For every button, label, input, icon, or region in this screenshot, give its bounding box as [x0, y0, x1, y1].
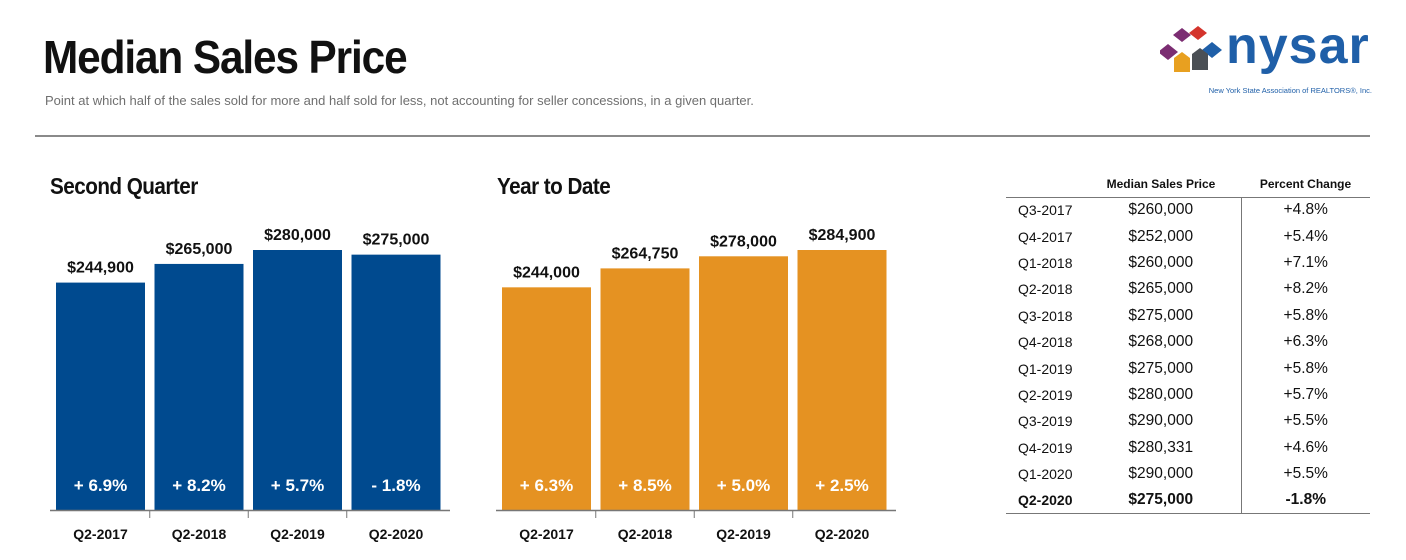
- x-tick-label: Q2-2018: [618, 526, 673, 542]
- bar-change-label: - 1.8%: [371, 476, 420, 495]
- table-cell-period: Q1-2018: [1018, 254, 1073, 271]
- table-cell-change: +5.5%: [1283, 465, 1328, 483]
- chart-title-second-quarter: Second Quarter: [50, 173, 198, 199]
- quarterly-table-container: Median Sales Price Percent Change Q3-201…: [1006, 173, 1370, 515]
- quarterly-table: Median Sales Price Percent Change Q3-201…: [1006, 173, 1370, 515]
- bar-q2-2019: [253, 250, 342, 510]
- table-row: Q3-2019 $290,000 +5.5%: [1006, 408, 1370, 435]
- bar-value-label: $265,000: [166, 241, 233, 258]
- table-header-change: Percent Change: [1241, 173, 1370, 198]
- x-tick-label: Q2-2018: [172, 526, 227, 542]
- table-cell-period: Q3-2017: [1018, 202, 1073, 219]
- table-row: Q4-2017 $252,000 +5.4%: [1006, 223, 1370, 250]
- table-cell-price: $260,000: [1081, 249, 1242, 277]
- table-cell-price: $280,000: [1081, 381, 1242, 409]
- table-cell-period: Q4-2017: [1018, 228, 1073, 245]
- table-cell-change: +5.7%: [1283, 385, 1328, 403]
- table-cell-price: $275,000: [1081, 487, 1242, 515]
- x-tick-label: Q2-2017: [519, 526, 574, 542]
- table-cell-change: +4.6%: [1283, 438, 1328, 456]
- table-cell-change: +8.2%: [1283, 280, 1328, 298]
- table-cell-price: $275,000: [1081, 302, 1242, 329]
- table-row: Q2-2020 $275,000 -1.8%: [1006, 487, 1370, 515]
- table-cell-price: $265,000: [1081, 276, 1242, 303]
- table-cell-price: $268,000: [1081, 328, 1242, 356]
- bar-value-label: $278,000: [710, 233, 777, 250]
- table-cell-period: Q2-2019: [1018, 386, 1073, 403]
- table-cell-price: $290,000: [1081, 408, 1242, 435]
- table-header-period: [1006, 173, 1081, 198]
- bar-value-label: $280,000: [264, 227, 331, 244]
- logo-tagline: New York State Association of REALTORS®,…: [1208, 86, 1372, 95]
- table-row: Q1-2020 $290,000 +5.5%: [1006, 460, 1370, 488]
- table-cell-change: +7.1%: [1283, 253, 1328, 271]
- x-tick-label: Q2-2017: [73, 526, 128, 542]
- table-cell-period: Q1-2019: [1018, 360, 1073, 377]
- table-row: Q3-2017 $260,000 +4.8%: [1006, 197, 1370, 224]
- table-cell-period: Q3-2018: [1018, 307, 1073, 324]
- table-cell-price: $280,331: [1081, 434, 1242, 461]
- bar-q2-2019: [699, 256, 788, 510]
- bar-value-label: $244,000: [513, 264, 580, 281]
- bar-change-label: + 6.9%: [74, 476, 127, 495]
- bar-q2-2020: [797, 250, 887, 510]
- table-cell-change: -1.8%: [1241, 487, 1370, 515]
- header-divider: [35, 135, 1370, 137]
- table-row: Q4-2018 $268,000 +6.3%: [1006, 328, 1370, 356]
- table-cell-period: Q4-2019: [1018, 439, 1073, 456]
- logo-wordmark: nysar: [1226, 17, 1370, 75]
- table-cell-change: +5.4%: [1283, 227, 1328, 245]
- bar-value-label: $284,900: [809, 227, 876, 244]
- table-cell-change: +5.8%: [1283, 306, 1328, 324]
- bar-value-label: $244,900: [67, 260, 134, 277]
- bar-value-label: $275,000: [363, 232, 430, 249]
- table-cell-price: $260,000: [1081, 197, 1242, 224]
- bar-change-label: + 6.3%: [520, 476, 573, 495]
- bar-change-label: + 5.0%: [717, 476, 770, 495]
- nysar-logo: nysar New York State Association of REAL…: [1160, 17, 1375, 99]
- table-row: Q1-2018 $260,000 +7.1%: [1006, 249, 1370, 277]
- bar-change-label: + 8.2%: [172, 476, 225, 495]
- second-quarter-chart: $244,900 + 6.9% Q2-2017 $265,000 + 8.2% Q2-20…: [50, 227, 450, 542]
- bar-change-label: + 5.7%: [271, 476, 324, 495]
- table-cell-period: Q4-2018: [1018, 334, 1073, 351]
- bar-value-label: $264,750: [612, 245, 679, 262]
- table-header-row: Median Sales Price Percent Change: [1006, 173, 1370, 198]
- table-row: Q1-2019 $275,000 +5.8%: [1006, 355, 1370, 382]
- bar-q2-2018: [154, 263, 244, 510]
- table-header-price: Median Sales Price: [1081, 173, 1241, 198]
- x-tick-label: Q2-2020: [369, 526, 424, 542]
- bar-q2-2020: [351, 254, 441, 510]
- table-body: Q3-2017 $260,000 +4.8% Q4-2017 $252,000 +5.4%…: [1006, 197, 1370, 515]
- year-to-date-chart: $244,000 + 6.3% Q2-2017 $264,750 + 8.5% Q2-20…: [496, 227, 896, 542]
- table-row: Q3-2018 $275,000 +5.8%: [1006, 302, 1370, 329]
- table-cell-period: Q2-2018: [1018, 281, 1073, 298]
- chart-title-year-to-date: Year to Date: [497, 173, 611, 199]
- table-cell-price: $290,000: [1081, 460, 1242, 488]
- bar-q2-2018: [600, 268, 690, 510]
- table-row: Q2-2019 $280,000 +5.7%: [1006, 381, 1370, 409]
- table-cell-change: +5.8%: [1283, 359, 1328, 377]
- bar-q2-2017: [502, 287, 591, 510]
- x-tick-label: Q2-2019: [716, 526, 771, 542]
- bar-change-label: + 8.5%: [618, 476, 671, 495]
- page-title: Median Sales Price: [43, 31, 408, 83]
- table-row: Q2-2018 $265,000 +8.2%: [1006, 276, 1370, 303]
- table-cell-change: +5.5%: [1283, 412, 1328, 430]
- page-subtitle: Point at which half of the sales sold fo…: [45, 93, 754, 108]
- table-cell-period: Q1-2020: [1018, 466, 1073, 483]
- bar-change-label: + 2.5%: [815, 476, 868, 495]
- bar-q2-2017: [56, 282, 145, 510]
- table-cell-price: $252,000: [1081, 223, 1242, 250]
- table-cell-change: +4.8%: [1283, 201, 1328, 219]
- table-cell-price: $275,000: [1081, 355, 1242, 382]
- table-cell-change: +6.3%: [1283, 333, 1328, 351]
- x-tick-label: Q2-2019: [270, 526, 325, 542]
- table-row: Q4-2019 $280,331 +4.6%: [1006, 434, 1370, 461]
- x-tick-label: Q2-2020: [815, 526, 870, 542]
- table-cell-period: Q3-2019: [1018, 413, 1073, 430]
- table-cell-period: Q2-2020: [1006, 487, 1081, 515]
- house-cluster-icon: [1160, 26, 1222, 72]
